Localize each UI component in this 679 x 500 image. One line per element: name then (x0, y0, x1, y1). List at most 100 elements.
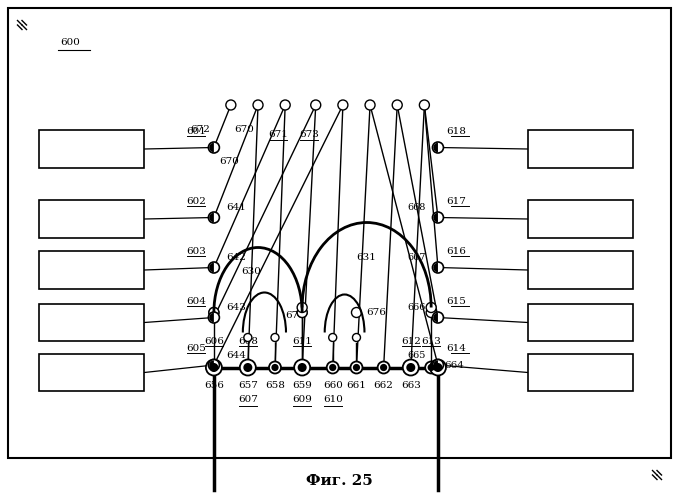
Text: 658: 658 (265, 382, 285, 390)
Circle shape (365, 100, 375, 110)
Text: 605: 605 (186, 344, 206, 353)
Text: 601: 601 (186, 126, 206, 136)
Circle shape (269, 362, 281, 374)
Text: 615: 615 (446, 296, 466, 306)
Circle shape (407, 364, 414, 371)
Circle shape (327, 362, 339, 374)
Text: 618: 618 (446, 126, 466, 136)
Text: 657: 657 (238, 382, 258, 390)
Text: 613: 613 (421, 336, 441, 345)
Text: 637: 637 (570, 214, 591, 224)
Text: 622: 622 (81, 214, 103, 224)
Text: 659: 659 (292, 382, 312, 390)
Circle shape (311, 100, 320, 110)
Circle shape (350, 362, 363, 374)
Text: 616: 616 (446, 246, 466, 256)
Text: 617: 617 (446, 196, 466, 205)
Text: 676: 676 (367, 308, 386, 317)
Circle shape (354, 365, 359, 370)
Circle shape (271, 334, 279, 342)
Circle shape (433, 262, 443, 273)
Text: 638: 638 (570, 144, 591, 154)
Text: 602: 602 (186, 196, 206, 205)
Text: 670: 670 (219, 158, 239, 166)
Text: 624: 624 (81, 318, 103, 328)
Circle shape (381, 365, 386, 370)
Bar (528, 304, 633, 341)
Text: 665: 665 (407, 351, 426, 360)
Text: 604: 604 (186, 296, 206, 306)
Circle shape (209, 308, 219, 318)
Polygon shape (433, 143, 438, 152)
Circle shape (208, 142, 219, 153)
Text: 672: 672 (190, 125, 210, 134)
Bar (39, 130, 145, 168)
Text: 630: 630 (241, 266, 261, 276)
Circle shape (209, 308, 219, 318)
Polygon shape (209, 213, 214, 222)
Text: 663: 663 (401, 382, 421, 390)
Circle shape (208, 360, 219, 370)
Text: 643: 643 (226, 304, 246, 312)
Text: 608: 608 (238, 336, 258, 345)
Text: 614: 614 (446, 344, 466, 353)
Circle shape (426, 302, 436, 312)
Circle shape (208, 212, 219, 223)
Bar (528, 354, 633, 391)
Polygon shape (209, 360, 214, 370)
Circle shape (240, 360, 256, 376)
Circle shape (392, 100, 402, 110)
Text: 607: 607 (238, 396, 258, 404)
Bar (528, 251, 633, 289)
Circle shape (426, 308, 436, 318)
Text: 662: 662 (373, 382, 394, 390)
Text: 625: 625 (81, 368, 103, 378)
Polygon shape (433, 313, 438, 322)
Circle shape (297, 308, 307, 318)
Circle shape (378, 362, 390, 374)
Circle shape (206, 360, 222, 376)
Text: 610: 610 (323, 396, 343, 404)
Text: 623: 623 (81, 265, 103, 275)
Circle shape (435, 364, 441, 371)
Circle shape (329, 334, 337, 342)
Polygon shape (433, 213, 438, 222)
Text: 621: 621 (81, 144, 103, 154)
Polygon shape (433, 263, 438, 272)
Circle shape (338, 100, 348, 110)
Bar (39, 251, 145, 289)
Text: 631: 631 (356, 254, 377, 262)
Circle shape (403, 360, 419, 376)
Text: 612: 612 (401, 336, 421, 345)
Circle shape (297, 302, 307, 312)
Circle shape (330, 365, 335, 370)
Bar (528, 200, 633, 238)
Text: 609: 609 (292, 396, 312, 404)
Circle shape (433, 212, 443, 223)
Text: 611: 611 (292, 336, 312, 345)
Polygon shape (209, 313, 214, 322)
Circle shape (420, 100, 429, 110)
Circle shape (253, 100, 263, 110)
Circle shape (294, 360, 310, 376)
Polygon shape (209, 143, 214, 152)
Text: 642: 642 (226, 254, 246, 262)
Circle shape (433, 312, 443, 323)
Text: 635: 635 (570, 318, 591, 328)
Bar (39, 304, 145, 341)
Text: 671: 671 (268, 130, 289, 139)
Circle shape (297, 308, 307, 318)
Bar (39, 200, 145, 238)
Circle shape (244, 364, 251, 371)
Text: 644: 644 (226, 351, 246, 360)
Text: 673: 673 (299, 130, 319, 139)
Circle shape (226, 100, 236, 110)
Text: 660: 660 (323, 382, 343, 390)
Circle shape (352, 334, 361, 342)
Text: 666: 666 (407, 304, 426, 312)
Circle shape (272, 365, 278, 370)
Bar (39, 354, 145, 391)
Text: 664: 664 (445, 361, 464, 370)
Text: 656: 656 (204, 382, 224, 390)
Text: 667: 667 (407, 254, 426, 262)
